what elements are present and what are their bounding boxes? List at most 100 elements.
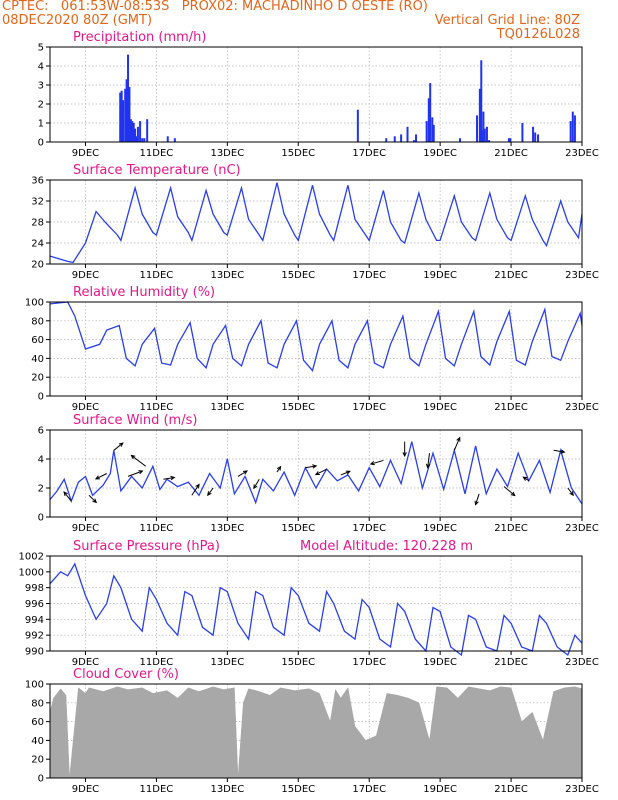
wind-xtick-label: 15DEC [281,523,315,534]
cloud-xtick-label: 17DEC [352,784,386,795]
wind-vector-head [510,491,516,497]
cloud-ytick-label: 20 [31,755,44,766]
precip-bar [129,119,132,142]
wind-vector [207,487,214,497]
pressure-series-line [49,562,583,657]
pressure-xtick-label: 23DEC [565,657,599,668]
humidity-ytick-label: 80 [31,316,44,327]
humidity-xtick-label: 11DEC [140,402,174,413]
wind-vector [305,464,318,469]
cloud-title: Cloud Cover (%) [73,667,179,682]
pressure-xtick-label: 11DEC [140,657,174,668]
temp-xtick-label: 21DEC [494,270,528,281]
wind-vector-shaft [127,470,143,477]
wind-vector [113,442,124,451]
precip-bar [135,136,138,142]
wind-vector [503,486,516,497]
wind-vector-head [474,500,479,506]
wind-vector-shaft [113,442,124,451]
precip-bar [573,115,576,142]
temp-ytick-label: 28 [31,218,44,229]
precip-bar [400,134,403,142]
header-date: 08DEC2020 80Z (GMT) [2,13,153,28]
cloud-ytick-label: 80 [31,698,44,709]
wind-vector-head [195,483,200,489]
precip-xtick-label: 17DEC [352,148,386,159]
wind-vector-shaft [191,484,200,496]
wind-frame [49,429,583,518]
precip-bar [122,100,125,142]
wind-vector-head [369,461,375,466]
cloud-frame [49,683,583,779]
pressure-ytick-label: 1000 [19,567,44,578]
wind-vector [340,470,351,476]
wind-vector [453,436,461,451]
wind-xtick-label: 13DEC [210,523,244,534]
precip-bar [356,109,359,142]
header-line1: CPTEC: 061:53W-08:53S PROX02: MACHADINHO… [2,0,428,14]
header-grid-note: Vertical Grid Line: 80Z [434,13,580,28]
temp-xtick-label: 17DEC [352,270,386,281]
cloud-panel: Cloud Cover (%) 0 20 40 60 80 100 9DEC 11DEC 13DE… [25,667,599,795]
precip-bar [431,117,434,142]
pressure-ytick-label: 992 [25,631,44,642]
precip-bar [415,134,418,142]
precip-bar [480,60,483,142]
wind-vector [163,475,176,481]
wind-vector-head [345,470,351,475]
wind-vector-shaft [95,473,107,480]
temp-panel: Surface Temperature (nC) 20 24 28 32 36 9DEC 11… [31,163,599,281]
precip-title: Precipitation (mm/h) [73,30,206,45]
wind-vector-shaft [207,487,214,496]
precip-xtick-label: 23DEC [565,148,599,159]
precip-frame [49,46,583,143]
cloud-ytick-label: 60 [31,717,44,728]
precip-bar [488,140,491,142]
wind-vector-shaft [553,449,565,453]
wind-vector-head [314,471,320,476]
cloud-area [49,686,583,779]
precip-bar [532,126,535,142]
pressure-xtick-label: 15DEC [281,657,315,668]
wind-vector-shaft [475,493,480,505]
wind-vector-head [253,484,258,490]
precip-bar [119,92,122,142]
wind-vector [253,479,260,490]
wind-vector-shaft [340,470,351,476]
cloud-xtick-label: 11DEC [140,784,174,795]
wind-vector [425,453,431,469]
cloud-xtick-label: 9DEC [72,784,99,795]
precip-bar [458,138,461,142]
humidity-xtick-label: 23DEC [565,402,599,413]
wind-vector-shaft [305,465,317,469]
wind-vector [88,494,98,504]
humidity-title: Relative Humidity (%) [73,285,215,300]
temp-xtick-label: 11DEC [140,270,174,281]
wind-ytick-label: 0 [38,513,44,524]
precip-bar [483,128,486,142]
humidity-xtick-label: 19DEC [423,402,457,413]
cloud-ytick-label: 0 [38,774,44,785]
wind-vector-head [560,449,566,454]
precip-bar [507,138,510,142]
temp-ytick-label: 32 [31,197,44,208]
temp-ytick-label: 36 [31,176,44,187]
wind-vector-head [425,463,431,469]
precip-xtick-label: 21DEC [494,148,528,159]
wind-vector [314,468,327,476]
pressure-title: Surface Pressure (hPa) [73,539,220,554]
precip-bar [166,136,169,142]
wind-vector-head [456,436,461,442]
wind-vector-shaft [427,453,430,468]
precip-bar [141,138,144,142]
wind-vector [237,470,248,477]
temp-xtick-label: 19DEC [423,270,457,281]
humidity-ytick-label: 20 [31,373,44,384]
humidity-xtick-label: 17DEC [352,402,386,413]
cloud-xtick-label: 21DEC [494,784,528,795]
pressure-ytick-label: 990 [25,647,44,658]
precip-bar [480,130,483,142]
wind-vector-head [138,470,144,475]
pressure-panel: Surface Pressure (hPa) Model Altitude: 12… [19,539,599,668]
